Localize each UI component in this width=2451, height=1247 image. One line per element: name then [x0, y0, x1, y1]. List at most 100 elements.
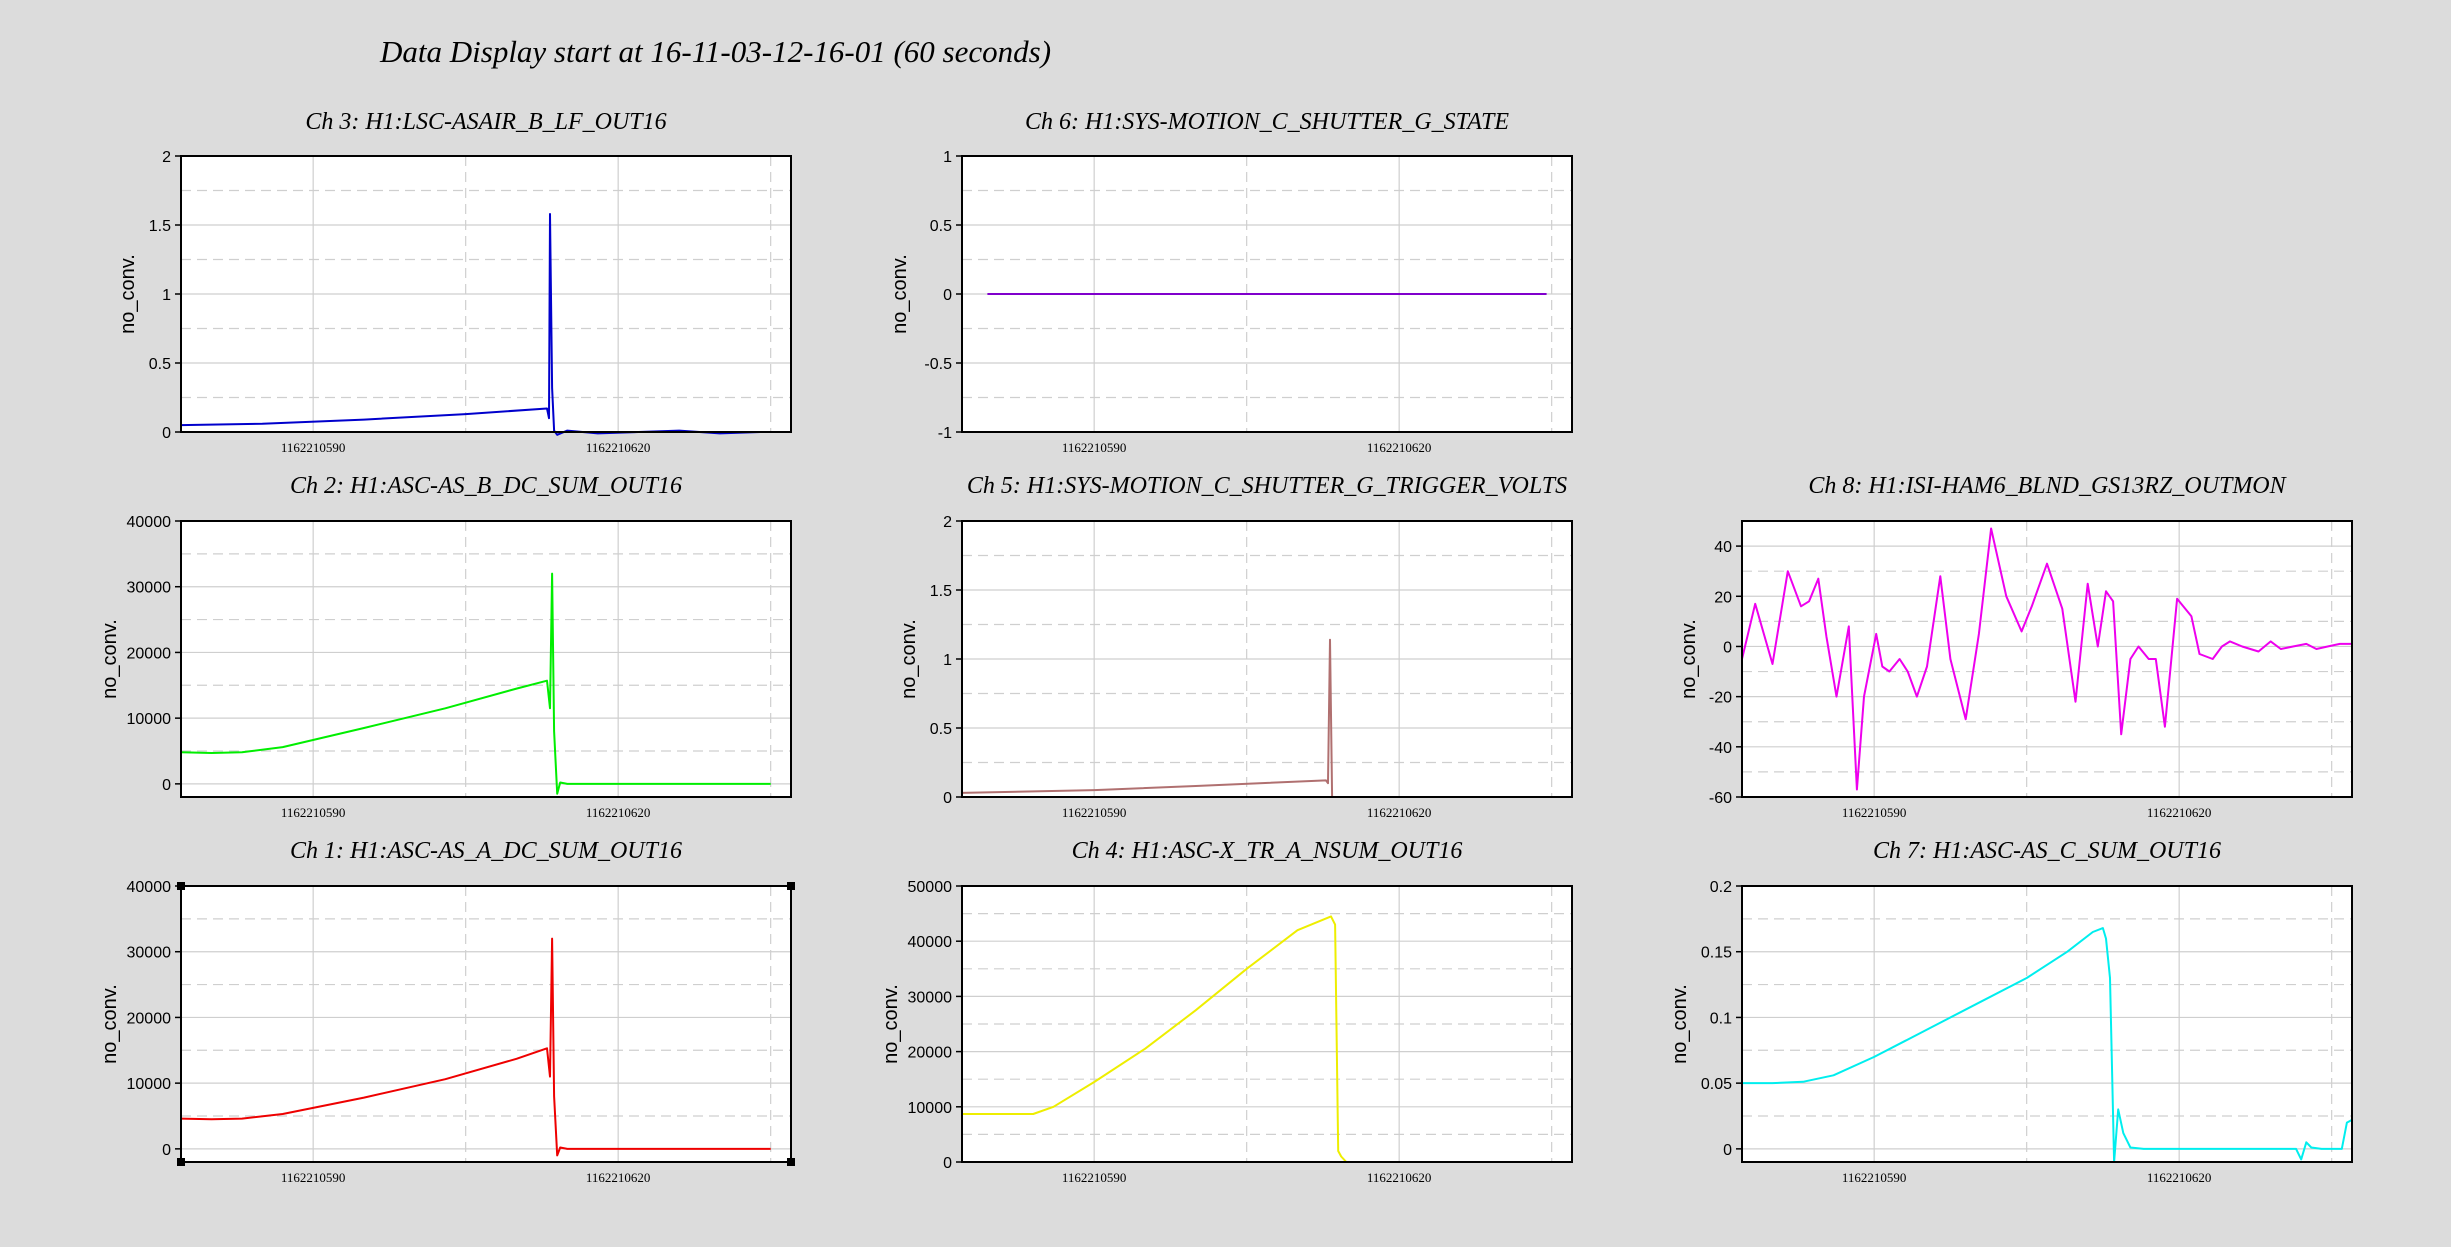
series-line: [1742, 927, 2353, 1163]
selection-handle-icon: [177, 882, 185, 890]
y-tick-label: 2: [162, 149, 171, 166]
y-tick-label: 0.5: [930, 218, 952, 235]
y-tick-label: 1: [943, 652, 952, 669]
y-tick-label: 40000: [127, 879, 172, 896]
y-tick-label: 0.5: [149, 356, 171, 373]
plot-area: [181, 886, 791, 1162]
y-axis-label: no_conv.: [898, 619, 920, 699]
chart-title: Ch 1: H1:ASC-AS_A_DC_SUM_OUT16: [290, 838, 682, 864]
plot-area: [1742, 886, 2352, 1162]
y-tick-label: 50000: [908, 879, 953, 896]
y-tick-label: 0.15: [1701, 945, 1732, 962]
y-tick-label: 30000: [908, 989, 953, 1006]
chart-title: Ch 8: H1:ISI-HAM6_BLND_GS13RZ_OUTMON: [1808, 473, 2287, 499]
series-line: [180, 937, 771, 1157]
y-axis-label: no_conv.: [1678, 619, 1700, 699]
chart-ch2: Ch 2: H1:ASC-AS_B_DC_SUM_OUT16 0 10000 2000…: [99, 473, 792, 820]
x-tick-label: 1162210620: [1367, 1170, 1432, 1185]
y-tick-label: 40000: [908, 934, 953, 951]
y-tick-label: -1: [938, 425, 952, 442]
plot-frame: [1741, 520, 2353, 798]
x-tick-label: 1162210590: [1062, 805, 1127, 820]
page-title: Data Display start at 16-11-03-12-16-01 …: [380, 34, 1052, 69]
y-tick-label: 10000: [127, 1076, 172, 1093]
y-tick-label: 0: [1723, 639, 1732, 656]
chart-ch6: Ch 6: H1:SYS-MOTION_C_SHUTTER_G_STATE -1 -…: [889, 109, 1573, 455]
y-tick-label: 20000: [127, 645, 172, 662]
y-axis-label: no_conv.: [99, 984, 121, 1064]
x-tick-label: 1162210590: [1062, 1170, 1127, 1185]
series-line: [1741, 527, 2352, 791]
y-axis-label: no_conv.: [889, 254, 911, 334]
x-tick-label: 1162210590: [281, 440, 346, 455]
chart-ch8: Ch 8: H1:ISI-HAM6_BLND_GS13RZ_OUTMON -60 -…: [1678, 473, 2353, 820]
x-tick-label: 1162210620: [2147, 805, 2212, 820]
y-tick-label: 20000: [127, 1010, 172, 1027]
plot-frame: [1741, 885, 2353, 1163]
y-tick-label: -0.5: [924, 356, 952, 373]
chart-title: Ch 7: H1:ASC-AS_C_SUM_OUT16: [1873, 838, 2221, 864]
chart-ch5: Ch 5: H1:SYS-MOTION_C_SHUTTER_G_TRIGGER_…: [898, 473, 1573, 820]
chart-ch7: Ch 7: H1:ASC-AS_C_SUM_OUT16 0 0.05 0.1 0.15 0…: [1669, 838, 2353, 1185]
y-tick-label: 10000: [908, 1100, 953, 1117]
y-tick-label: 40000: [127, 514, 172, 531]
x-tick-label: 1162210620: [586, 1170, 651, 1185]
plot-area: [1742, 521, 2352, 797]
y-tick-label: 40: [1714, 539, 1732, 556]
y-tick-label: 0.05: [1701, 1076, 1732, 1093]
chart-title: Ch 2: H1:ASC-AS_B_DC_SUM_OUT16: [290, 473, 682, 499]
plot-frame: [180, 885, 792, 1163]
y-tick-label: 1.5: [149, 218, 171, 235]
chart-ch3: Ch 3: H1:LSC-ASAIR_B_LF_OUT16 0 0.5 1 1.5 2 11…: [117, 109, 792, 455]
y-tick-label: -40: [1709, 740, 1732, 757]
y-tick-label: 10000: [127, 711, 172, 728]
y-tick-label: 0: [943, 790, 952, 807]
selection-handle-icon: [787, 1158, 795, 1166]
y-tick-label: 20000: [908, 1045, 953, 1062]
y-tick-label: 1.5: [930, 583, 952, 600]
x-tick-label: 1162210620: [1367, 805, 1432, 820]
x-tick-label: 1162210590: [1842, 1170, 1907, 1185]
selection-handle-icon: [177, 1158, 185, 1166]
x-tick-label: 1162210620: [1367, 440, 1432, 455]
y-axis-label: no_conv.: [117, 254, 139, 334]
x-tick-label: 1162210590: [281, 805, 346, 820]
x-tick-label: 1162210620: [586, 805, 651, 820]
y-tick-label: 0.5: [930, 721, 952, 738]
plot-frame: [961, 885, 1573, 1163]
chart-title: Ch 4: H1:ASC-X_TR_A_NSUM_OUT16: [1072, 838, 1463, 864]
y-tick-label: -20: [1709, 690, 1732, 707]
y-tick-label: 20: [1714, 589, 1732, 606]
x-tick-label: 1162210590: [1062, 440, 1127, 455]
y-tick-label: 1: [162, 287, 171, 304]
y-tick-label: 0.2: [1710, 879, 1732, 896]
chart-title: Ch 5: H1:SYS-MOTION_C_SHUTTER_G_TRIGGER_…: [967, 473, 1567, 499]
chart-ch4: Ch 4: H1:ASC-X_TR_A_NSUM_OUT16 0 10000 2000…: [880, 838, 1573, 1185]
x-tick-label: 1162210620: [2147, 1170, 2212, 1185]
y-tick-label: 0: [943, 287, 952, 304]
plot-area: [181, 521, 791, 797]
plot-frame: [180, 520, 792, 798]
y-tick-label: 0: [943, 1155, 952, 1172]
y-tick-label: 0: [162, 777, 171, 794]
y-tick-label: -60: [1709, 790, 1732, 807]
y-tick-label: 2: [943, 514, 952, 531]
y-tick-label: 0.1: [1710, 1010, 1732, 1027]
y-axis-label: no_conv.: [99, 619, 121, 699]
selection-handle-icon: [787, 882, 795, 890]
y-tick-label: 1: [943, 149, 952, 166]
x-tick-label: 1162210590: [1842, 805, 1907, 820]
y-axis-label: no_conv.: [880, 984, 902, 1064]
chart-title: Ch 6: H1:SYS-MOTION_C_SHUTTER_G_STATE: [1025, 109, 1509, 135]
chart-ch1: Ch 1: H1:ASC-AS_A_DC_SUM_OUT16 0 10000 2000…: [99, 838, 792, 1185]
series-line: [180, 572, 771, 795]
y-axis-label: no_conv.: [1669, 984, 1691, 1064]
y-tick-label: 0: [162, 1142, 171, 1159]
chart-title: Ch 3: H1:LSC-ASAIR_B_LF_OUT16: [305, 109, 666, 135]
y-tick-label: 30000: [127, 945, 172, 962]
x-tick-label: 1162210590: [281, 1170, 346, 1185]
y-tick-label: 0: [162, 425, 171, 442]
x-tick-label: 1162210620: [586, 440, 651, 455]
y-tick-label: 0: [1723, 1142, 1732, 1159]
